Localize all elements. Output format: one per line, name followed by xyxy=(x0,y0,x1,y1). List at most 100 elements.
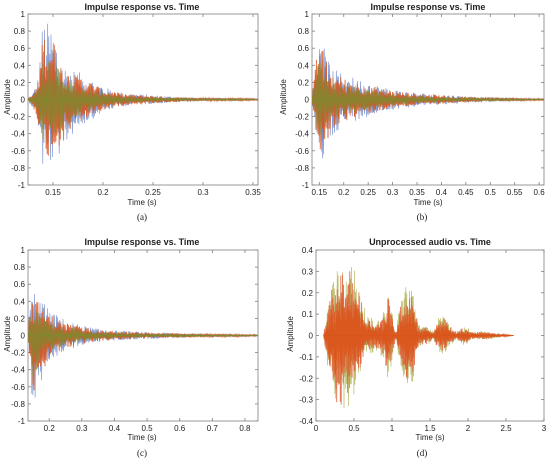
panel-c-xtick-label: 0.4 xyxy=(109,424,121,433)
panel-c-series-3 xyxy=(28,311,258,377)
panel-c-ytick-label: -0.4 xyxy=(11,366,25,375)
panel-c-ytick-label: 0.8 xyxy=(14,263,26,272)
panel-d-ytick-label: 0.2 xyxy=(302,289,314,298)
panel-b-series-3 xyxy=(312,53,544,141)
panel-a-ytick-label: 0.6 xyxy=(14,44,26,53)
panel-d-title: Unprocessed audio vs. Time xyxy=(369,237,491,247)
panel-d-xtick-label: 1 xyxy=(390,424,395,433)
panel-b: Impulse response vs. Time Amplitude Time… xyxy=(279,2,545,222)
panel-a-ylabel: Amplitude xyxy=(3,79,12,115)
panel-a-xtick-label: 0.25 xyxy=(145,188,161,197)
panel-b-ytick-label: -0.2 xyxy=(295,113,309,122)
panel-a-ytick-label: 0.2 xyxy=(14,78,26,87)
panel-c-ytick-label: -0.8 xyxy=(11,400,25,409)
panel-d-xtick-label: 3 xyxy=(542,424,547,433)
panel-a-ytick-label: -1 xyxy=(18,181,26,190)
panel-b-title: Impulse response vs. Time xyxy=(371,2,486,12)
panel-c-xtick-label: 0.8 xyxy=(239,424,251,433)
panel-b-ytick-label: 0.4 xyxy=(298,61,310,70)
panel-d-ytick-label: 0 xyxy=(309,332,314,341)
panel-c-ylabel: Amplitude xyxy=(3,316,12,352)
panel-a-ytick-label: -0.6 xyxy=(11,147,25,156)
panel-d-ytick-label: 0.1 xyxy=(302,310,314,319)
panel-b-ytick-label: -0.8 xyxy=(295,164,309,173)
panel-a-ytick-label: -0.8 xyxy=(11,164,25,173)
panel-c-ytick-label: 0 xyxy=(21,332,26,341)
panel-d-series-2 xyxy=(323,271,514,405)
panel-c-ytick-label: -0.6 xyxy=(11,383,25,392)
panel-d-ytick-label: -0.3 xyxy=(299,396,313,405)
panel-b-ytick-label: 0.8 xyxy=(298,27,310,36)
panel-c-xtick-label: 0.6 xyxy=(174,424,186,433)
panel-d-plot: -0.4 -0.3 -0.2 -0.1 0 0.1 0.2 0.3 0.4 0 0.5 1 1.5 2 2.… xyxy=(299,246,547,433)
panel-d: Unprocessed audio vs. Time Amplitude Tim… xyxy=(286,237,547,458)
panel-b-plot: -1 -0.8 -0.6 -0.4 -0.2 0 0.2 0.4 0.6 0.8 1 0.15 0.2 0… xyxy=(295,10,545,197)
panel-a-label: (a) xyxy=(137,212,147,222)
panel-b-xtick-label: 0.4 xyxy=(436,188,448,197)
panel-a-xtick-label: 0.35 xyxy=(245,188,261,197)
panel-a-xtick-label: 0.15 xyxy=(45,188,61,197)
panel-b-xlabel: Time (s) xyxy=(413,198,442,207)
panel-d-label: (d) xyxy=(417,448,428,458)
panel-d-ytick-label: 0.3 xyxy=(302,267,314,276)
panel-b-xtick-label: 0.2 xyxy=(338,188,350,197)
panel-a-ytick-label: -0.2 xyxy=(11,113,25,122)
panel-b-label: (b) xyxy=(417,212,428,222)
panel-b-xtick-label: 0.3 xyxy=(387,188,399,197)
panel-b-ytick-label: 0.2 xyxy=(298,78,310,87)
panel-c-xtick-label: 0.5 xyxy=(142,424,154,433)
panel-b-xtick-label: 0.35 xyxy=(409,188,425,197)
panel-d-ytick-label: -0.2 xyxy=(299,374,313,383)
panel-c: Impulse response vs. Time Amplitude Time… xyxy=(3,237,259,458)
panel-d-series-1 xyxy=(323,266,514,409)
panel-c-ytick-label: 1 xyxy=(21,246,26,255)
panel-c-xtick-label: 0.2 xyxy=(44,424,56,433)
panel-b-ytick-label: -0.6 xyxy=(295,147,309,156)
panel-a-plot: -1 -0.8 -0.6 -0.4 -0.2 0 0.2 0.4 0.6 0.8 1 0.15 0.2 0… xyxy=(11,10,261,197)
panel-d-series-3 xyxy=(323,293,514,386)
panel-a: Impulse response vs. Time Amplitude Time… xyxy=(3,2,261,222)
panel-c-xtick-label: 0.7 xyxy=(207,424,219,433)
panel-d-ytick-label: -0.4 xyxy=(299,417,313,426)
panel-b-ylabel: Amplitude xyxy=(279,79,288,115)
panel-c-ytick-label: -0.2 xyxy=(11,349,25,358)
panel-b-ytick-label: 1 xyxy=(305,10,310,19)
panel-a-series-1 xyxy=(28,23,258,164)
panel-c-ytick-label: 0.2 xyxy=(14,314,26,323)
panel-a-ytick-label: 0 xyxy=(21,96,26,105)
panel-a-title: Impulse response vs. Time xyxy=(85,2,200,12)
panel-a-xtick-label: 0.2 xyxy=(97,188,109,197)
panel-a-ytick-label: -0.4 xyxy=(11,130,25,139)
panel-b-xtick-label: 0.45 xyxy=(458,188,474,197)
panel-b-xtick-label: 0.15 xyxy=(312,188,328,197)
panel-a-series-3 xyxy=(28,61,258,140)
panel-d-xtick-label: 2 xyxy=(466,424,471,433)
panel-c-plot: -1 -0.8 -0.6 -0.4 -0.2 0 0.2 0.4 0.6 0.8 1 0.2 0.3 0.… xyxy=(11,246,259,433)
panel-c-ytick-label: -1 xyxy=(18,417,26,426)
panel-d-ytick-label: -0.1 xyxy=(299,353,313,362)
panel-b-xtick-label: 0.25 xyxy=(360,188,376,197)
panel-c-title: Impulse response vs. Time xyxy=(85,237,200,247)
panel-c-xtick-label: 0.3 xyxy=(76,424,88,433)
panel-d-ylabel: Amplitude xyxy=(286,316,295,352)
panel-c-xlabel: Time (s) xyxy=(127,433,156,442)
panel-b-ytick-label: -1 xyxy=(302,181,310,190)
panel-a-xtick-label: 0.3 xyxy=(197,188,209,197)
panel-a-ytick-label: 0.8 xyxy=(14,27,26,36)
panel-c-ytick-label: 0.6 xyxy=(14,280,26,289)
panel-d-xtick-label: 0.5 xyxy=(348,424,360,433)
panel-d-ytick-label: 0.4 xyxy=(302,246,314,255)
panel-d-xtick-label: 2.5 xyxy=(500,424,512,433)
panel-c-ytick-label: 0.4 xyxy=(14,297,26,306)
panel-d-xtick-label: 1.5 xyxy=(424,424,436,433)
panel-a-xlabel: Time (s) xyxy=(127,198,156,207)
panel-b-xtick-label: 0.55 xyxy=(507,188,523,197)
panel-b-ytick-label: 0 xyxy=(305,96,310,105)
panel-d-xlabel: Time (s) xyxy=(415,433,444,442)
panel-a-ytick-label: 0.4 xyxy=(14,61,26,70)
panel-c-label: (c) xyxy=(137,448,147,458)
panel-b-ytick-label: -0.4 xyxy=(295,130,309,139)
panel-b-ytick-label: 0.6 xyxy=(298,44,310,53)
panel-d-xtick-label: 0 xyxy=(314,424,319,433)
panel-b-xtick-label: 0.5 xyxy=(485,188,497,197)
